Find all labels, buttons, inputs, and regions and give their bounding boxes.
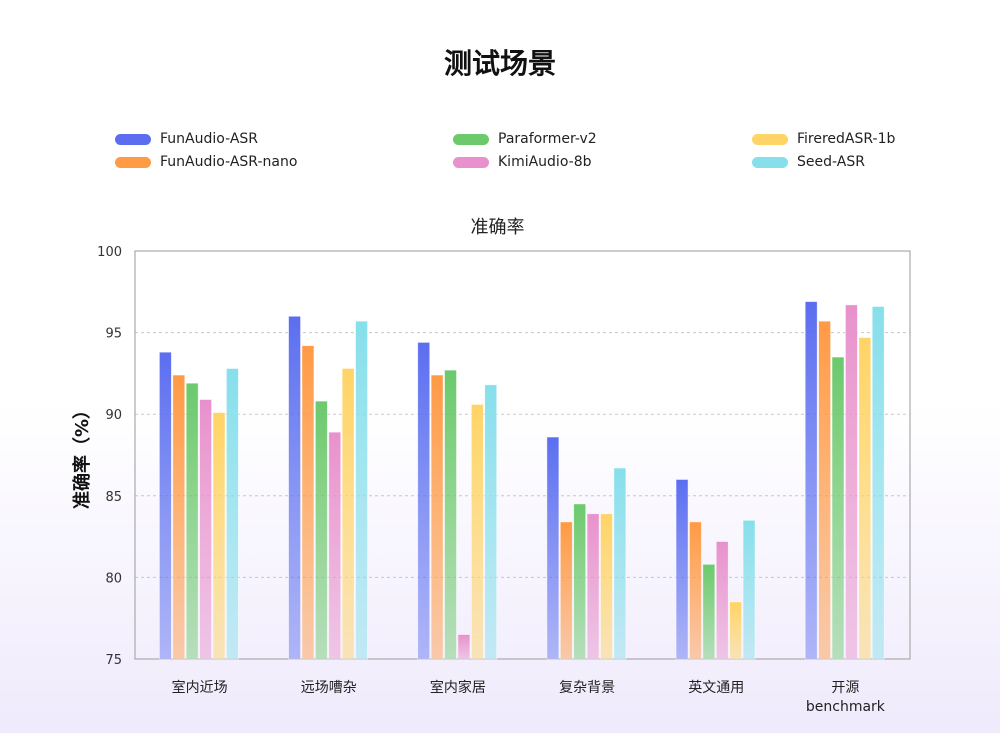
legend-item[interactable]: FunAudio-ASR-nano bbox=[115, 154, 297, 170]
legend-swatch bbox=[453, 133, 489, 145]
y-tick-label: 95 bbox=[105, 327, 122, 342]
bar bbox=[301, 345, 315, 660]
legend-swatch bbox=[115, 133, 151, 145]
legend-label: FunAudio-ASR bbox=[160, 131, 259, 147]
bar bbox=[430, 374, 444, 660]
bar bbox=[288, 315, 301, 660]
bar bbox=[573, 503, 587, 660]
bar bbox=[457, 634, 471, 660]
x-tick-label: 复杂背景 bbox=[559, 679, 615, 696]
bar bbox=[600, 513, 613, 660]
legend-swatch bbox=[752, 156, 788, 168]
legend-swatch bbox=[752, 133, 788, 145]
legend-item[interactable]: FireredASR-1b bbox=[752, 131, 895, 147]
bar bbox=[328, 431, 342, 660]
bar bbox=[845, 304, 858, 660]
bar bbox=[586, 513, 600, 660]
bar bbox=[675, 479, 689, 660]
legend-label: Paraformer-v2 bbox=[498, 131, 597, 147]
x-tick-label: 远场嘈杂 bbox=[301, 680, 357, 696]
legend-label: KimiAudio-8b bbox=[498, 154, 592, 170]
x-tick-label: 英文通用 bbox=[688, 679, 744, 696]
bar bbox=[484, 384, 498, 660]
y-tick-label: 85 bbox=[105, 490, 122, 505]
bar bbox=[818, 320, 832, 660]
bar bbox=[158, 351, 172, 660]
bar bbox=[831, 356, 845, 660]
y-tick-label: 90 bbox=[105, 408, 122, 423]
plot-frame bbox=[134, 250, 911, 660]
x-tick-label: 开源 bbox=[831, 680, 859, 696]
legend-label: FireredASR-1b bbox=[797, 131, 896, 147]
x-tick-label: 室内近场 bbox=[172, 679, 228, 696]
page-title: 测试场景 bbox=[443, 47, 556, 80]
legend-label: Seed-ASR bbox=[797, 154, 865, 170]
y-tick-label: 100 bbox=[97, 245, 122, 260]
x-tick-label: 室内家居 bbox=[430, 679, 486, 696]
bar bbox=[689, 521, 702, 660]
bar bbox=[729, 601, 743, 660]
legend-swatch bbox=[453, 156, 489, 168]
bar bbox=[355, 320, 368, 660]
bar bbox=[742, 519, 756, 660]
bar bbox=[715, 541, 729, 660]
bar bbox=[871, 306, 885, 660]
chart-title: 准确率 bbox=[471, 217, 525, 238]
bar bbox=[212, 412, 226, 660]
bar bbox=[185, 382, 199, 660]
bar bbox=[444, 369, 457, 660]
y-axis-label: 准确率（%） bbox=[71, 401, 93, 509]
bar bbox=[702, 563, 716, 660]
bar bbox=[225, 368, 239, 660]
bar bbox=[546, 436, 560, 660]
bar bbox=[858, 337, 872, 660]
legend-item[interactable]: Seed-ASR bbox=[752, 154, 865, 170]
bar bbox=[613, 467, 627, 660]
bar bbox=[559, 521, 573, 660]
bar bbox=[417, 341, 431, 660]
bar bbox=[172, 374, 186, 660]
bar bbox=[341, 368, 355, 660]
y-tick-label: 75 bbox=[105, 653, 122, 668]
legend-item[interactable]: Paraformer-v2 bbox=[453, 131, 597, 147]
bar bbox=[470, 404, 484, 660]
y-tick-label: 80 bbox=[105, 571, 122, 586]
legend-label: FunAudio-ASR-nano bbox=[160, 154, 298, 170]
legend-item[interactable]: KimiAudio-8b bbox=[453, 154, 592, 170]
bar bbox=[199, 399, 212, 660]
legend-item[interactable]: FunAudio-ASR bbox=[115, 131, 258, 147]
x-tick-label: benchmark bbox=[806, 699, 886, 715]
legend-swatch bbox=[115, 156, 151, 168]
bar bbox=[314, 400, 328, 660]
bar bbox=[804, 301, 818, 660]
